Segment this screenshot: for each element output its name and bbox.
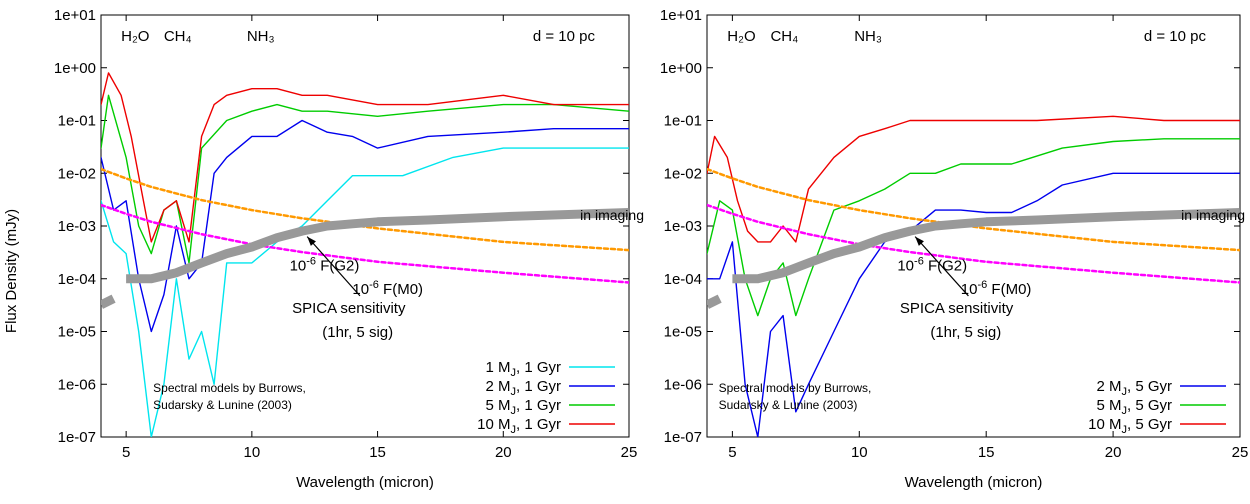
panel-left: 1e+01 1e+00 1e-01 1e-02 1e-03 1e-04 1e-05 1e-06… (54, 7, 644, 491)
series-5-mj-5-gyr (707, 138, 1240, 317)
spica-arrow-head (915, 236, 924, 246)
spica-arrow (306, 236, 361, 297)
series-1-mj-1-gyr (101, 147, 629, 437)
credit-line-2: Sudarsky & Lunine (2003) (719, 398, 858, 412)
legend-label: 5 MJ, 1 Gyr (485, 397, 561, 417)
series-10-mj-1-gyr (101, 72, 629, 243)
band-label: CH₄ (770, 28, 798, 45)
y-tick-label: 1e-07 (58, 429, 96, 446)
distance-label: d = 10 pc (1144, 28, 1207, 45)
y-tick-label: 1e-03 (664, 218, 702, 235)
y-tick-label: 1e-07 (664, 429, 702, 446)
series-5-mj-1-gyr (101, 94, 629, 264)
legend-label: 10 MJ, 1 Gyr (477, 416, 561, 436)
series-2-mj-1-gyr (101, 119, 629, 333)
g2-label: 10-6 F(G2) (897, 256, 967, 275)
legend-label: 2 MJ, 5 Gyr (1096, 378, 1172, 398)
y-tick-label: 1e-01 (664, 113, 702, 130)
series-spica-sensitivity (126, 208, 629, 284)
spica-sublabel: (1hr, 5 sig) (930, 324, 1001, 341)
credit-line-2: Sudarsky & Lunine (2003) (153, 398, 292, 412)
y-tick-label: 1e+00 (660, 60, 702, 77)
y-axis-title: Flux Density (mJy) (3, 209, 20, 333)
distance-label: d = 10 pc (533, 28, 596, 45)
x-tick-label: 5 (728, 444, 736, 461)
x-tick-label: 25 (621, 444, 638, 461)
x-tick-label: 10 (851, 444, 868, 461)
imaging-label: in imaging (580, 207, 644, 223)
spica-label: SPICA sensitivity (900, 300, 1014, 317)
y-tick-label: 1e-06 (664, 376, 702, 393)
y-tick-label: 1e-03 (58, 218, 96, 235)
m0-label: 10-6 F(M0) (961, 279, 1032, 298)
m0-label: 10-6 F(M0) (352, 279, 423, 298)
series-spica-sensitivity-short- (707, 294, 722, 309)
band-label: H₂O (121, 28, 149, 45)
x-tick-label: 20 (495, 444, 512, 461)
y-tick-label: 1e-04 (664, 271, 702, 288)
series-2-mj-5-gyr (707, 172, 1240, 437)
y-tick-label: 1e-02 (664, 165, 702, 182)
g2-label: 10-6 F(G2) (290, 256, 360, 275)
y-tick-label: 1e-05 (58, 324, 96, 341)
series-10-6-f-g2- (707, 167, 1240, 252)
legend-label: 1 MJ, 1 Gyr (485, 359, 561, 379)
band-label: NH₃ (247, 28, 275, 45)
legend-label: 5 MJ, 5 Gyr (1096, 397, 1172, 417)
y-tick-label: 1e+01 (660, 7, 702, 24)
band-label: NH₃ (854, 28, 882, 45)
panel-right: 1e+01 1e+00 1e-01 1e-02 1e-03 1e-04 1e-05 1e-06… (660, 7, 1248, 491)
spica-arrow-head (307, 236, 316, 246)
series-10-6-f-g2- (101, 167, 629, 252)
imaging-label: in imaging (1181, 207, 1245, 223)
x-tick-label: 10 (244, 444, 261, 461)
band-label: H₂O (727, 28, 755, 45)
x-tick-label: 20 (1105, 444, 1122, 461)
y-tick-label: 1e-04 (58, 271, 96, 288)
credit-line-1: Spectral models by Burrows, (153, 381, 306, 395)
x-tick-label: 25 (1232, 444, 1249, 461)
x-axis-title: Wavelength (micron) (905, 474, 1043, 491)
x-tick-label: 5 (122, 444, 130, 461)
spica-sublabel: (1hr, 5 sig) (322, 324, 393, 341)
band-label: CH₄ (164, 28, 192, 45)
series-group (101, 72, 629, 437)
y-tick-label: 1e-01 (58, 113, 96, 130)
series-group (707, 115, 1240, 437)
x-tick-label: 15 (369, 444, 386, 461)
credit-line-1: Spectral models by Burrows, (719, 381, 872, 395)
x-axis-title: Wavelength (micron) (296, 474, 434, 491)
y-tick-label: 1e-05 (664, 324, 702, 341)
series-10-mj-5-gyr (707, 115, 1240, 243)
legend-label: 10 MJ, 5 Gyr (1088, 416, 1172, 436)
y-tick-label: 1e+01 (54, 7, 96, 24)
legend-label: 2 MJ, 1 Gyr (485, 378, 561, 398)
series-spica-sensitivity (732, 208, 1240, 284)
spica-arrow (914, 236, 969, 297)
x-tick-label: 15 (978, 444, 995, 461)
y-tick-label: 1e-02 (58, 165, 96, 182)
y-tick-label: 1e-06 (58, 376, 96, 393)
spica-label: SPICA sensitivity (292, 300, 406, 317)
series-spica-sensitivity-short- (101, 294, 116, 309)
y-tick-label: 1e+00 (54, 60, 96, 77)
